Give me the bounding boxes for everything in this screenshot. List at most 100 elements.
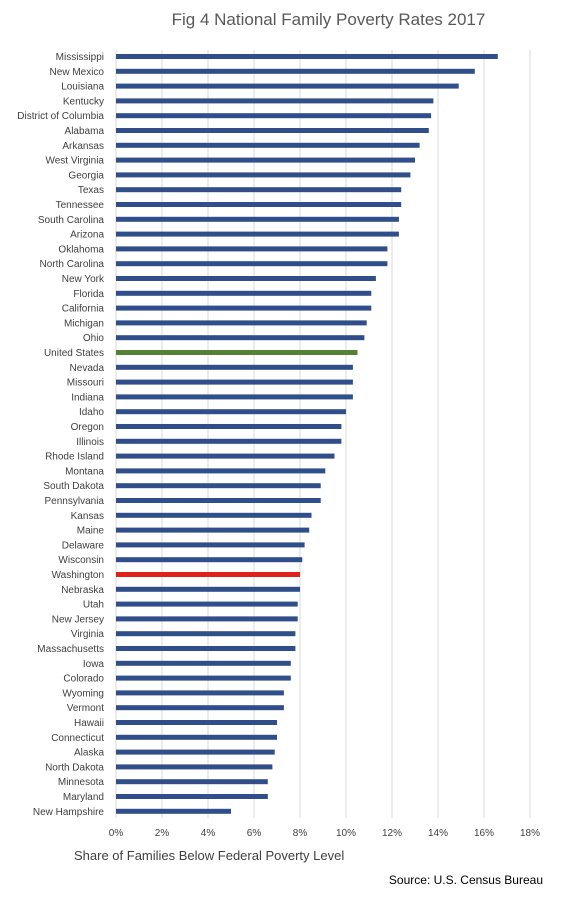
- category-label: New York: [62, 274, 105, 285]
- category-label: Idaho: [79, 407, 104, 418]
- x-tick-label: 14%: [428, 828, 448, 839]
- bar: [116, 498, 321, 503]
- bar: [116, 601, 298, 607]
- category-label: Louisiana: [61, 82, 104, 93]
- bar: [116, 468, 326, 474]
- category-label: Connecticut: [51, 733, 104, 744]
- category-label: Montana: [65, 466, 104, 477]
- bar: [116, 261, 388, 267]
- category-label: District of Columbia: [17, 111, 104, 122]
- bar: [116, 586, 300, 592]
- x-axis-label: Share of Families Below Federal Poverty …: [74, 848, 345, 863]
- source-note: Source: U.S. Census Bureau: [388, 873, 543, 887]
- category-labels: Mississippi New Mexico Louisiana Kentucky Di…: [17, 52, 105, 818]
- category-label: United States: [44, 348, 104, 359]
- x-tick-label: 6%: [247, 828, 262, 839]
- x-tick-label: 18%: [520, 828, 540, 839]
- bar: [116, 438, 342, 444]
- category-label: South Carolina: [38, 215, 105, 226]
- category-label: Illinois: [76, 437, 104, 448]
- category-label: Alaska: [74, 748, 104, 759]
- bar: [116, 749, 275, 755]
- x-tick-labels: 0% 2% 4% 6% 8% 10% 12% 14% 16% 18%: [109, 828, 540, 839]
- category-label: Maryland: [63, 792, 104, 803]
- bar: [116, 172, 411, 178]
- category-label: Utah: [83, 600, 104, 611]
- category-label: Tennessee: [56, 200, 105, 211]
- bar: [116, 364, 353, 370]
- category-label: California: [62, 304, 105, 315]
- bar: [116, 779, 268, 785]
- category-label: Oklahoma: [58, 244, 104, 255]
- category-label: Georgia: [68, 170, 104, 181]
- category-label: North Carolina: [40, 259, 105, 270]
- bar: [116, 705, 284, 711]
- category-label: Nevada: [70, 363, 105, 374]
- bar: [116, 483, 321, 489]
- bar: [116, 54, 498, 59]
- category-label: Nebraska: [61, 585, 104, 596]
- bar: [116, 231, 399, 237]
- category-label: Missouri: [67, 378, 104, 389]
- category-label: Minnesota: [58, 777, 105, 788]
- category-label: Delaware: [62, 540, 105, 551]
- bar: [116, 142, 420, 148]
- category-label: South Dakota: [43, 481, 104, 492]
- x-tick-label: 10%: [336, 828, 356, 839]
- bar: [116, 350, 358, 355]
- bar: [116, 409, 346, 415]
- bar: [116, 631, 296, 637]
- category-label: Virginia: [71, 629, 105, 640]
- x-tick-label: 2%: [155, 828, 170, 839]
- bar: [116, 557, 303, 563]
- category-label: Wisconsin: [58, 555, 104, 566]
- chart-title: Fig 4 National Family Poverty Rates 2017: [171, 10, 486, 29]
- category-label: Kentucky: [63, 96, 104, 107]
- bar: [116, 379, 353, 385]
- bar: [116, 616, 298, 622]
- bar: [116, 98, 434, 104]
- x-tick-label: 16%: [474, 828, 494, 839]
- gridlines: [115, 50, 531, 818]
- category-label: Alabama: [65, 126, 105, 137]
- category-label: North Dakota: [45, 762, 104, 773]
- category-label: Massachusetts: [37, 644, 104, 655]
- category-label: Oregon: [71, 422, 104, 433]
- bar: [116, 320, 367, 326]
- bar: [116, 764, 273, 770]
- bar: [116, 276, 376, 281]
- category-label: West Virginia: [45, 156, 104, 167]
- category-label: Mississippi: [56, 52, 104, 63]
- x-tick-label: 8%: [293, 828, 308, 839]
- bar: [116, 128, 429, 133]
- bar: [116, 527, 310, 533]
- bar: [116, 808, 231, 814]
- category-label: Kansas: [71, 511, 104, 522]
- bar: [116, 83, 459, 89]
- bar: [116, 202, 402, 207]
- bar: [116, 660, 291, 666]
- category-label: Arkansas: [62, 141, 104, 152]
- category-label: Florida: [73, 289, 104, 300]
- bar: [116, 187, 402, 193]
- category-label: Wyoming: [62, 688, 104, 699]
- category-label: Iowa: [83, 659, 105, 670]
- bar: [116, 512, 312, 518]
- bar: [116, 675, 291, 681]
- bar: [116, 734, 277, 740]
- x-tick-label: 4%: [201, 828, 216, 839]
- category-label: Pennsylvania: [45, 496, 105, 507]
- category-label: Maine: [77, 526, 105, 537]
- bar: [116, 246, 388, 252]
- bar: [116, 424, 342, 429]
- bar: [116, 216, 399, 222]
- category-label: Vermont: [67, 703, 104, 714]
- x-tick-label: 0%: [109, 828, 124, 839]
- category-label: Washington: [52, 570, 104, 581]
- bar: [116, 335, 365, 341]
- bar: [116, 113, 432, 119]
- bar: [116, 305, 372, 311]
- category-label: Colorado: [63, 674, 104, 685]
- bar: [116, 690, 284, 696]
